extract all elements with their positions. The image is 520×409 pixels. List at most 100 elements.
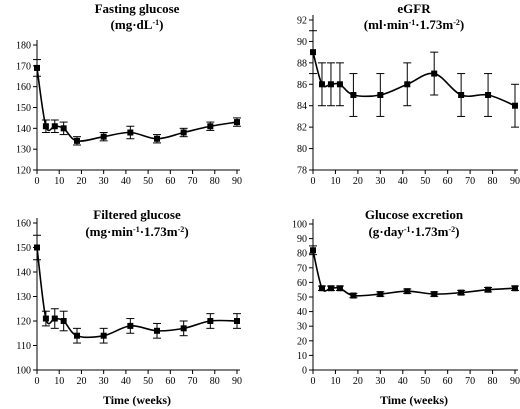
data-point — [404, 81, 411, 88]
series-line — [36, 247, 238, 339]
y-tick-label: 90 — [297, 234, 307, 245]
series-line — [312, 51, 516, 107]
y-tick-label: 78 — [297, 166, 307, 177]
data-point — [180, 325, 187, 332]
chart-title: Filtered glucose — [93, 207, 181, 222]
x-tick-label: 80 — [210, 176, 220, 187]
data-point — [51, 123, 58, 130]
x-tick-label: 30 — [375, 376, 385, 387]
data-point — [350, 292, 357, 299]
x-tick-label: 40 — [121, 376, 131, 387]
x-tick-label: 10 — [330, 176, 340, 187]
y-tick-label: 50 — [297, 293, 307, 304]
data-point — [310, 49, 316, 56]
x-tick-label: 20 — [353, 176, 363, 187]
data-point — [34, 64, 40, 71]
x-tick-label: 20 — [76, 176, 86, 187]
y-tick-label: 70 — [297, 263, 307, 274]
chart-title: eGFR — [397, 1, 431, 16]
data-point — [42, 315, 49, 322]
x-tick-label: 30 — [375, 176, 385, 187]
chart-unit: (g·day-1·1.73m-2) — [368, 224, 459, 239]
data-point — [154, 327, 160, 334]
panel-egfr: eGFR(ml·min-1·1.73m-2) 78 80 82 84 86 88 90 92 0 1… — [297, 1, 520, 187]
x-tick-label: 90 — [232, 176, 242, 187]
panel-fasting-glucose: Fasting glucose(mg·dL-1) 120 130 140 150 160 1… — [16, 1, 242, 187]
x-tick-label: 10 — [330, 376, 340, 387]
x-tick-label: 70 — [465, 376, 475, 387]
data-point — [336, 81, 343, 88]
y-tick-label: 150 — [16, 243, 31, 254]
y-tick-label: 90 — [297, 37, 307, 48]
data-point — [377, 92, 384, 98]
data-point — [51, 315, 58, 322]
data-point — [100, 332, 107, 339]
y-tick-label: 80 — [297, 249, 307, 260]
x-tick-label: 0 — [35, 376, 40, 387]
data-point — [127, 129, 134, 136]
y-tick-label: 170 — [16, 61, 31, 72]
x-tick-label: 20 — [76, 376, 86, 387]
data-point — [318, 285, 325, 292]
data-point — [207, 318, 214, 324]
x-tick-label: 40 — [398, 376, 408, 387]
data-point — [336, 285, 343, 292]
data-point — [512, 102, 518, 109]
data-point — [350, 92, 357, 98]
y-tick-label: 110 — [16, 341, 31, 352]
x-tick-label: 50 — [143, 376, 153, 387]
y-tick-label: 92 — [297, 16, 307, 27]
y-tick-label: 0 — [302, 366, 307, 377]
y-tick-label: 30 — [297, 322, 307, 333]
x-axis-label: Time (weeks) — [103, 393, 171, 407]
data-point — [327, 81, 334, 88]
data-point — [404, 288, 411, 295]
x-tick-label: 50 — [420, 376, 430, 387]
x-tick-label: 80 — [488, 176, 498, 187]
data-point — [431, 70, 438, 77]
data-point — [431, 291, 438, 298]
data-point — [74, 332, 80, 339]
panel-glucose-excretion: Glucose excretion (g·day-1·1.73m-2) 0 10 20 3… — [292, 207, 520, 407]
series-line — [312, 250, 516, 297]
x-tick-label: 90 — [510, 176, 520, 187]
x-tick-label: 30 — [99, 376, 109, 387]
y-tick-label: 130 — [16, 145, 31, 156]
chart-unit: (mg·min-1·1.73m-2) — [85, 224, 188, 239]
x-tick-label: 50 — [143, 176, 153, 187]
x-tick-label: 0 — [311, 376, 316, 387]
y-tick-label: 120 — [16, 166, 31, 177]
y-tick-label: 180 — [16, 41, 31, 52]
x-tick-label: 70 — [188, 376, 198, 387]
x-tick-label: 90 — [510, 376, 520, 387]
data-point — [377, 291, 384, 298]
x-tick-label: 80 — [488, 376, 498, 387]
data-point — [458, 92, 465, 98]
data-point — [60, 318, 67, 324]
y-tick-label: 120 — [16, 317, 31, 328]
x-tick-label: 40 — [398, 176, 408, 187]
x-tick-label: 60 — [443, 176, 453, 187]
y-tick-label: 100 — [292, 220, 307, 231]
data-point — [234, 318, 240, 324]
chart-unit: (ml·min-1·1.73m-2) — [364, 17, 464, 32]
data-point — [34, 244, 40, 251]
chart-title: Fasting glucose — [95, 1, 180, 16]
x-tick-label: 60 — [443, 376, 453, 387]
y-tick-label: 160 — [16, 82, 31, 93]
x-tick-label: 50 — [420, 176, 430, 187]
x-tick-label: 0 — [35, 176, 40, 187]
y-tick-label: 150 — [16, 103, 31, 114]
data-point — [74, 137, 80, 144]
data-point — [60, 125, 67, 132]
chart-title: Glucose excretion — [365, 207, 464, 222]
data-point — [485, 92, 492, 98]
panel-filtered-glucose: Filtered glucose (mg·min-1·1.73m-2) 10 0 110… — [16, 207, 242, 407]
x-tick-label: 10 — [54, 376, 64, 387]
data-point — [310, 247, 316, 254]
x-tick-label: 60 — [165, 176, 175, 187]
y-tick-label: 140 — [16, 124, 31, 135]
data-point — [154, 135, 160, 142]
y-tick-label: 140 — [16, 268, 31, 279]
